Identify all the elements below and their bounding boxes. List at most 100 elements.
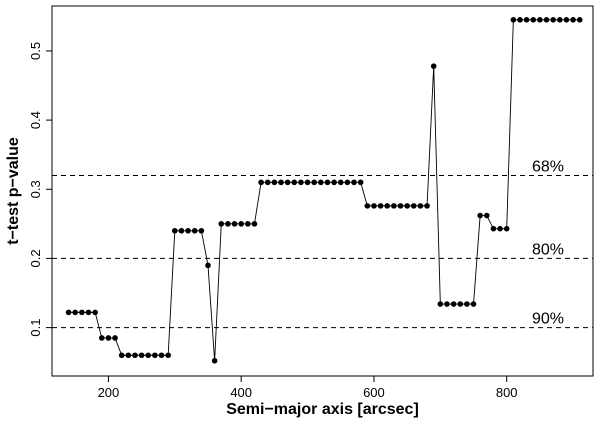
data-point	[225, 221, 231, 227]
y-tick-label: 0.4	[28, 111, 43, 129]
data-point	[165, 352, 171, 359]
x-tick-label: 200	[98, 385, 120, 400]
data-series	[65, 17, 583, 364]
data-point	[576, 17, 583, 23]
data-point	[138, 352, 145, 359]
reference-lines: 68% 80% 90%	[52, 158, 593, 329]
plot-border	[51, 5, 594, 377]
y-axis: 0.1 0.2 0.3 0.4 0.5	[28, 42, 52, 337]
data-point	[377, 203, 384, 209]
data-point	[384, 203, 391, 209]
data-point	[211, 357, 218, 364]
data-point	[291, 179, 298, 186]
data-point	[304, 179, 311, 186]
data-point	[311, 179, 318, 186]
data-point	[397, 203, 404, 209]
data-point	[258, 179, 264, 186]
x-tick-label: 400	[230, 385, 252, 400]
data-point	[543, 17, 550, 23]
data-point	[72, 309, 79, 316]
series-line	[68, 19, 580, 361]
data-point	[490, 225, 497, 232]
data-point	[331, 179, 337, 186]
data-point	[158, 352, 165, 359]
y-tick-label: 0.3	[28, 180, 43, 198]
data-point	[324, 179, 331, 186]
data-point	[251, 221, 258, 227]
data-point	[185, 227, 191, 234]
data-point	[191, 227, 198, 234]
data-point	[79, 309, 85, 316]
data-point	[470, 301, 477, 307]
data-point	[437, 301, 444, 307]
data-point	[523, 17, 530, 23]
data-point	[172, 227, 178, 234]
x-axis: 200 400 600 800	[98, 376, 518, 400]
data-point	[271, 179, 278, 186]
data-point	[152, 352, 158, 359]
data-point	[563, 17, 570, 23]
data-point	[457, 301, 464, 307]
data-point	[298, 179, 304, 186]
reference-label-90pct: 90%	[532, 311, 564, 328]
data-point	[231, 221, 238, 227]
data-point	[483, 212, 490, 219]
data-point	[430, 63, 437, 69]
data-point	[450, 301, 457, 307]
data-point	[570, 17, 576, 23]
data-point	[371, 203, 377, 209]
plot-frame	[51, 5, 594, 377]
data-point	[510, 17, 517, 23]
data-point	[557, 17, 563, 23]
y-tick-label: 0.2	[28, 249, 43, 267]
data-point	[65, 309, 72, 316]
x-axis-title: Semi−major axis [arcsec]	[226, 401, 419, 418]
data-point	[357, 179, 364, 186]
data-point	[318, 179, 324, 186]
data-point	[404, 203, 410, 209]
data-point	[517, 17, 523, 23]
reference-label-68pct: 68%	[532, 158, 564, 175]
x-tick-label: 800	[496, 385, 518, 400]
data-point	[537, 17, 543, 23]
data-point	[410, 203, 417, 209]
data-point	[417, 203, 424, 209]
reference-label-80pct: 80%	[532, 241, 564, 258]
data-point	[132, 352, 138, 359]
data-point	[424, 203, 430, 209]
data-point	[85, 309, 92, 316]
data-point	[238, 221, 244, 227]
data-point	[145, 352, 152, 359]
data-point	[477, 212, 483, 219]
x-tick-label: 600	[363, 385, 385, 400]
data-point	[118, 352, 125, 359]
data-point	[550, 17, 556, 23]
y-tick-label: 0.5	[28, 42, 43, 60]
data-point	[218, 221, 225, 227]
data-point	[444, 301, 450, 307]
data-point	[351, 179, 357, 186]
data-point	[278, 179, 284, 186]
data-point	[105, 335, 112, 341]
data-point	[112, 335, 118, 341]
data-point	[503, 225, 510, 232]
data-point	[464, 301, 470, 307]
data-point	[284, 179, 291, 186]
data-point	[497, 225, 503, 232]
data-point	[245, 221, 251, 227]
data-point	[337, 179, 344, 186]
data-point	[178, 227, 185, 234]
data-point	[344, 179, 351, 186]
data-point	[364, 203, 371, 209]
data-point	[205, 262, 211, 269]
y-axis-title: t−test p−value	[5, 137, 22, 245]
data-point	[530, 17, 537, 23]
data-point	[264, 179, 271, 186]
data-point	[125, 352, 132, 359]
data-point	[198, 227, 205, 234]
data-point	[98, 335, 105, 341]
data-point	[92, 309, 98, 316]
y-tick-label: 0.1	[28, 319, 43, 337]
data-point	[391, 203, 397, 209]
